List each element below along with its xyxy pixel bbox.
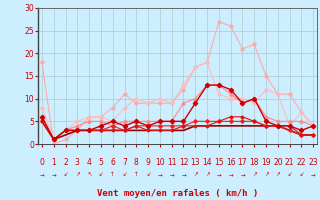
Text: ↙: ↙ xyxy=(63,172,68,177)
Text: 1: 1 xyxy=(52,158,56,167)
Text: ↗: ↗ xyxy=(205,172,209,177)
Text: →: → xyxy=(228,172,233,177)
Text: 13: 13 xyxy=(190,158,200,167)
Text: ↙: ↙ xyxy=(299,172,304,177)
Text: ↗: ↗ xyxy=(276,172,280,177)
Text: 20: 20 xyxy=(273,158,283,167)
Text: 3: 3 xyxy=(75,158,80,167)
Text: ↑: ↑ xyxy=(134,172,139,177)
Text: →: → xyxy=(181,172,186,177)
Text: 16: 16 xyxy=(226,158,236,167)
Text: 6: 6 xyxy=(110,158,115,167)
Text: 15: 15 xyxy=(214,158,224,167)
Text: ↙: ↙ xyxy=(146,172,150,177)
Text: ↖: ↖ xyxy=(87,172,92,177)
Text: 17: 17 xyxy=(238,158,247,167)
Text: Vent moyen/en rafales ( km/h ): Vent moyen/en rafales ( km/h ) xyxy=(97,189,258,198)
Text: 9: 9 xyxy=(146,158,150,167)
Text: ↙: ↙ xyxy=(287,172,292,177)
Text: 7: 7 xyxy=(122,158,127,167)
Text: ↗: ↗ xyxy=(193,172,198,177)
Text: →: → xyxy=(311,172,316,177)
Text: →: → xyxy=(157,172,162,177)
Text: 12: 12 xyxy=(179,158,188,167)
Text: 4: 4 xyxy=(87,158,92,167)
Text: ↑: ↑ xyxy=(110,172,115,177)
Text: 22: 22 xyxy=(297,158,306,167)
Text: 19: 19 xyxy=(261,158,271,167)
Text: 2: 2 xyxy=(63,158,68,167)
Text: →: → xyxy=(40,172,44,177)
Text: →: → xyxy=(52,172,56,177)
Text: 10: 10 xyxy=(155,158,165,167)
Text: 14: 14 xyxy=(202,158,212,167)
Text: 5: 5 xyxy=(99,158,103,167)
Text: ↗: ↗ xyxy=(264,172,268,177)
Text: 8: 8 xyxy=(134,158,139,167)
Text: ↗: ↗ xyxy=(75,172,80,177)
Text: ↙: ↙ xyxy=(99,172,103,177)
Text: 0: 0 xyxy=(39,158,44,167)
Text: →: → xyxy=(217,172,221,177)
Text: ↗: ↗ xyxy=(252,172,257,177)
Text: →: → xyxy=(240,172,245,177)
Text: 21: 21 xyxy=(285,158,294,167)
Text: →: → xyxy=(169,172,174,177)
Text: ↙: ↙ xyxy=(122,172,127,177)
Text: 18: 18 xyxy=(250,158,259,167)
Text: 23: 23 xyxy=(308,158,318,167)
Text: 11: 11 xyxy=(167,158,176,167)
